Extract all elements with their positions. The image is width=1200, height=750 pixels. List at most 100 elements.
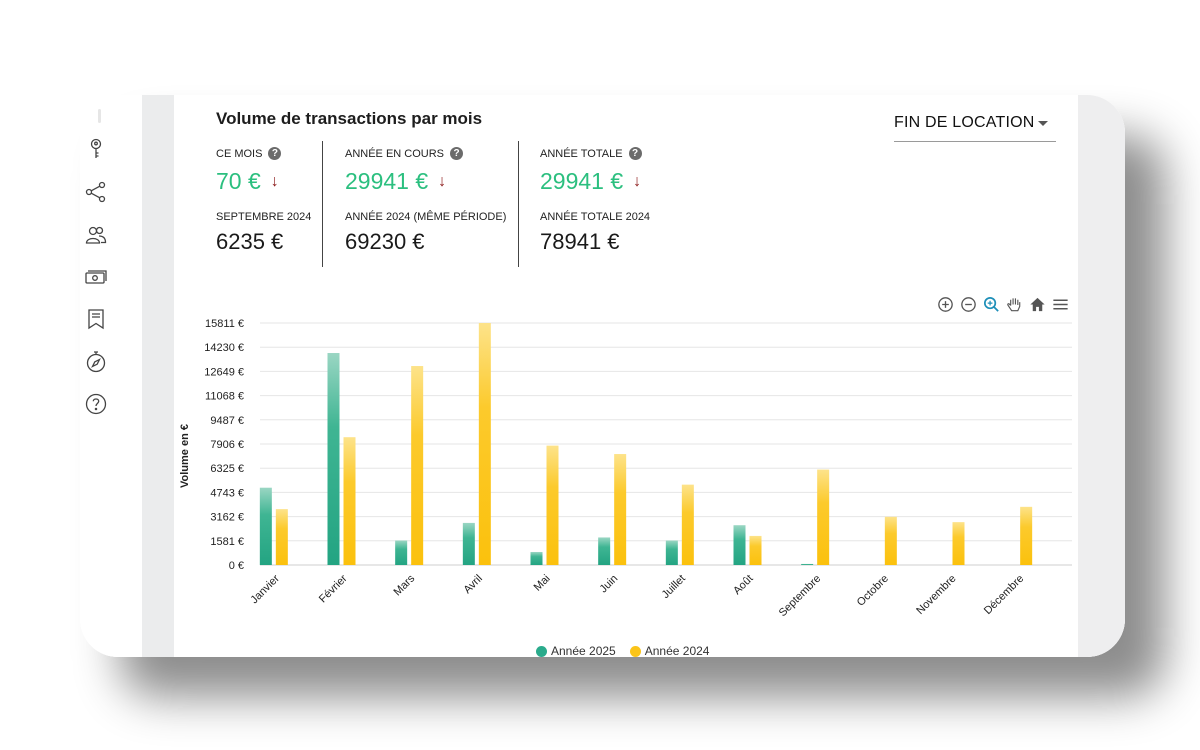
bar-2025[interactable]	[530, 551, 543, 565]
bar-2024[interactable]	[614, 454, 627, 565]
x-tick-label: Juillet	[660, 573, 688, 601]
bar-2024[interactable]	[546, 445, 559, 565]
bar-2025[interactable]	[462, 522, 475, 565]
legend-item[interactable]: Année 2025	[536, 644, 616, 657]
bar-2024[interactable]	[343, 437, 356, 565]
period-dropdown[interactable]: FIN DE LOCATION	[894, 114, 1056, 142]
stat-sub-label: ANNÉE 2024 (MÊME PÉRIODE)	[345, 211, 507, 223]
bar-2024[interactable]	[275, 509, 288, 565]
stat-total-year: ANNÉE TOTALE ? 29941 € ↓ ANNÉE TOTALE 20…	[540, 147, 650, 255]
y-tick-label: 14230 €	[204, 342, 244, 354]
x-tick-label: Février	[317, 572, 350, 605]
zoom-in-icon[interactable]	[936, 295, 955, 314]
home-icon[interactable]	[1028, 295, 1047, 314]
bar-2025[interactable]	[665, 540, 678, 565]
y-tick-label: 1581 €	[210, 536, 244, 548]
stat-label: ANNÉE EN COURS	[345, 147, 445, 160]
bar-2024[interactable]	[884, 516, 897, 565]
chart-legend: Année 2025 Année 2024	[536, 644, 709, 657]
help-icon[interactable]: ?	[268, 147, 282, 160]
arrow-down-icon: ↓	[633, 172, 642, 190]
sidebar	[80, 95, 142, 657]
stat-sub-value: 78941 €	[540, 229, 620, 254]
legend-label: Année 2025	[551, 644, 616, 657]
right-gutter	[1078, 95, 1125, 657]
share-icon[interactable]	[84, 180, 108, 204]
bar-2024[interactable]	[817, 469, 830, 565]
stat-label: ANNÉE TOTALE	[540, 147, 623, 160]
compass-icon[interactable]	[84, 350, 108, 374]
x-tick-label: Novembre	[914, 573, 958, 617]
legend-label: Année 2024	[644, 644, 710, 657]
stat-sub-value: 6235 €	[216, 229, 284, 254]
x-tick-label: Juin	[598, 573, 621, 596]
x-tick-label: Août	[731, 573, 755, 597]
legend-item[interactable]: Année 2024	[629, 644, 710, 657]
zoom-out-icon[interactable]	[959, 295, 978, 314]
stat-sub-value: 69230 €	[345, 229, 425, 254]
stat-label: CE MOIS	[216, 147, 263, 160]
y-tick-label: 6325 €	[210, 463, 244, 475]
stat-value: 70 €	[216, 168, 261, 194]
x-tick-label: Janvier	[248, 572, 282, 606]
help-icon[interactable]	[84, 392, 108, 416]
bar-2024[interactable]	[411, 366, 424, 565]
money-icon[interactable]	[84, 265, 108, 289]
bar-2025[interactable]	[327, 353, 340, 565]
bar-2025[interactable]	[801, 563, 814, 565]
magnifier-icon[interactable]	[982, 295, 1001, 314]
stat-sub-label: ANNÉE TOTALE 2024	[540, 211, 651, 223]
pan-hand-icon[interactable]	[1005, 295, 1024, 314]
y-tick-label: 15811 €	[205, 318, 244, 330]
y-tick-label: 7906 €	[210, 439, 244, 451]
x-tick-label: Décembre	[982, 573, 1026, 617]
bar-chart: 0 € 1581 € 3162 € 4743 € 6325 € 7906 € 9487 € 1…	[179, 318, 1072, 620]
chart-toolbar	[936, 295, 1070, 314]
bar-2025[interactable]	[259, 487, 272, 565]
bar-2024[interactable]	[952, 522, 965, 565]
x-tick-label: Septembre	[777, 573, 824, 620]
dropdown-label: FIN DE LOCATION	[894, 114, 1035, 131]
y-tick-label: 12649 €	[204, 366, 244, 378]
page-title: Volume de transactions par mois	[216, 109, 483, 128]
chevron-down-icon	[1038, 121, 1048, 126]
arrow-down-icon: ↓	[438, 172, 447, 190]
key-icon[interactable]	[84, 137, 108, 161]
y-tick-label: 11068 €	[205, 391, 244, 403]
bookmark-icon[interactable]	[84, 307, 108, 331]
bar-2024[interactable]	[1020, 506, 1033, 565]
legend-dot-2025	[536, 645, 547, 657]
x-tick-label: Octobre	[855, 573, 891, 609]
stat-current-month: CE MOIS ? 70 € ↓ SEPTEMBRE 2024 6235 €	[216, 147, 311, 255]
bar-2024[interactable]	[478, 323, 491, 565]
y-tick-label: 3162 €	[210, 512, 244, 524]
arrow-down-icon: ↓	[270, 172, 279, 190]
stat-value: 29941 €	[345, 168, 429, 194]
help-icon[interactable]: ?	[450, 147, 464, 160]
sidebar-top-mark	[98, 109, 101, 123]
users-icon[interactable]	[84, 223, 108, 247]
x-tick-label: Avril	[461, 573, 484, 596]
y-axis-label: Volume en €	[179, 424, 191, 488]
stat-value: 29941 €	[540, 168, 624, 194]
stat-sub-label: SEPTEMBRE 2024	[216, 211, 312, 223]
bar-2025[interactable]	[598, 537, 611, 565]
bar-2025[interactable]	[395, 540, 408, 565]
stat-current-year: ANNÉE EN COURS ? 29941 € ↓ ANNÉE 2024 (M…	[345, 147, 506, 255]
sidebar-gutter	[142, 95, 174, 657]
help-icon[interactable]: ?	[628, 147, 642, 160]
x-tick-label: Mars	[392, 572, 418, 598]
legend-dot-2024	[629, 645, 641, 657]
menu-icon[interactable]	[1051, 295, 1070, 314]
x-tick-label: Mai	[532, 573, 553, 594]
y-tick-label: 0 €	[229, 560, 244, 572]
divider	[322, 141, 323, 267]
divider	[518, 141, 519, 267]
bar-2025[interactable]	[733, 525, 746, 565]
chart-panel: Volume de transactions par mois FIN DE L…	[174, 95, 1078, 657]
y-tick-label: 4743 €	[210, 487, 244, 499]
y-tick-label: 9487 €	[210, 415, 244, 427]
app-window: Volume de transactions par mois FIN DE L…	[80, 95, 1125, 657]
bar-2024[interactable]	[681, 484, 694, 565]
bar-2024[interactable]	[749, 535, 762, 565]
